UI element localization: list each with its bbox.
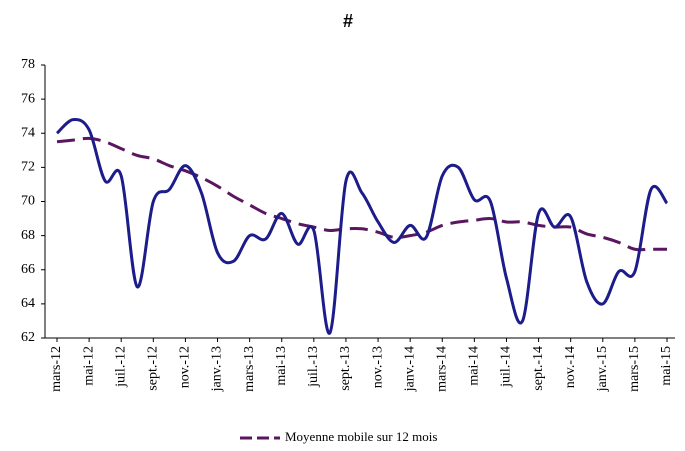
y-tick-label: 70 bbox=[21, 194, 35, 209]
x-tick-label: mai-12 bbox=[81, 346, 96, 386]
y-tick-label: 68 bbox=[21, 228, 35, 243]
y-tick-label: 62 bbox=[21, 330, 35, 345]
x-tick-label: mars-13 bbox=[242, 346, 257, 392]
legend-label: Moyenne mobile sur 12 mois bbox=[285, 429, 437, 444]
x-tick-label: sept.-13 bbox=[338, 346, 353, 391]
chart-title: # bbox=[343, 11, 353, 31]
x-tick-label: mai-14 bbox=[467, 346, 482, 386]
y-tick-label: 74 bbox=[21, 125, 35, 140]
y-tick-label: 72 bbox=[21, 160, 35, 175]
x-tick-label: janv.-13 bbox=[210, 346, 225, 392]
y-tick-label: 64 bbox=[21, 296, 35, 311]
x-tick-label: janv.-15 bbox=[595, 346, 610, 392]
x-tick-label: mars-14 bbox=[434, 346, 449, 392]
x-tick-label: janv.-14 bbox=[402, 346, 417, 392]
y-tick-label: 76 bbox=[21, 91, 35, 106]
x-tick-label: mai-13 bbox=[274, 346, 289, 386]
x-tick-label: mars-12 bbox=[49, 346, 64, 392]
x-tick-label: juil.-14 bbox=[499, 346, 514, 388]
x-tick-label: sept.-12 bbox=[146, 346, 161, 391]
y-tick-label: 66 bbox=[21, 262, 35, 277]
x-tick-label: nov.-13 bbox=[370, 346, 385, 388]
line bbox=[55, 117, 669, 335]
x-tick-label: sept.-14 bbox=[531, 346, 546, 391]
x-tick-label: juil.-13 bbox=[306, 346, 321, 388]
x-tick-label: nov.-12 bbox=[178, 346, 193, 388]
x-tick-label: mai-15 bbox=[659, 346, 674, 386]
x-tick-label: mars-15 bbox=[627, 346, 642, 392]
x-tick-label: juil.-12 bbox=[113, 346, 128, 388]
x-tick-label: nov.-14 bbox=[563, 346, 578, 388]
line bbox=[56, 136, 667, 252]
y-tick-label: 78 bbox=[21, 57, 35, 72]
